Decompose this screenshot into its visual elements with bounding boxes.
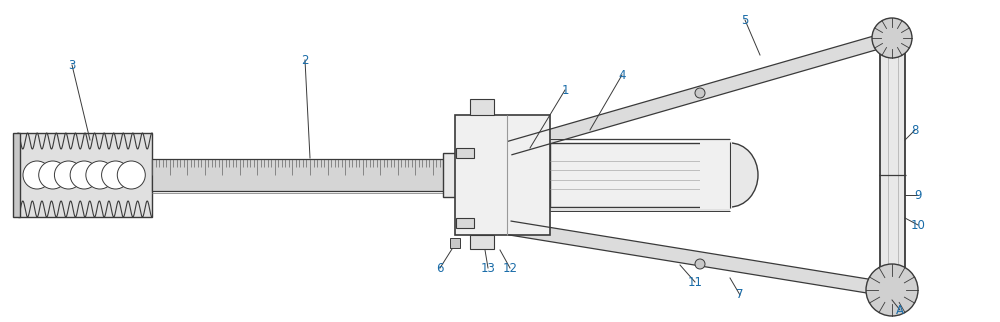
Ellipse shape xyxy=(702,143,758,207)
Text: 13: 13 xyxy=(481,261,495,274)
Text: 5: 5 xyxy=(741,14,749,26)
Bar xyxy=(152,159,468,191)
Circle shape xyxy=(86,161,114,189)
Bar xyxy=(13,133,20,217)
Bar xyxy=(550,143,730,207)
Bar xyxy=(470,235,494,249)
Text: 8: 8 xyxy=(911,124,919,137)
Text: 4: 4 xyxy=(618,69,626,81)
Polygon shape xyxy=(509,221,893,297)
Text: 3: 3 xyxy=(68,59,76,71)
Text: 7: 7 xyxy=(736,289,744,301)
Circle shape xyxy=(70,161,98,189)
Bar xyxy=(456,148,474,158)
Circle shape xyxy=(39,161,67,189)
Bar xyxy=(470,99,494,115)
Text: 9: 9 xyxy=(914,188,922,202)
Polygon shape xyxy=(508,31,894,155)
Circle shape xyxy=(695,88,705,98)
Circle shape xyxy=(117,161,145,189)
Circle shape xyxy=(23,161,51,189)
Circle shape xyxy=(866,264,918,316)
Bar xyxy=(450,238,460,248)
Bar xyxy=(880,25,905,300)
Bar xyxy=(456,218,474,228)
Circle shape xyxy=(872,18,912,58)
Bar xyxy=(550,138,730,141)
Bar xyxy=(455,115,550,235)
Text: 11: 11 xyxy=(688,276,702,289)
Circle shape xyxy=(102,161,130,189)
Text: 10: 10 xyxy=(911,219,925,232)
Bar xyxy=(700,141,732,209)
Circle shape xyxy=(695,259,705,269)
Bar xyxy=(550,209,730,212)
Bar xyxy=(18,133,152,217)
Text: 1: 1 xyxy=(561,83,569,97)
Text: 2: 2 xyxy=(301,53,309,67)
Circle shape xyxy=(54,161,82,189)
Text: A: A xyxy=(896,304,904,317)
Text: 12: 12 xyxy=(503,261,518,274)
Text: 6: 6 xyxy=(436,261,444,274)
Bar xyxy=(443,153,457,197)
